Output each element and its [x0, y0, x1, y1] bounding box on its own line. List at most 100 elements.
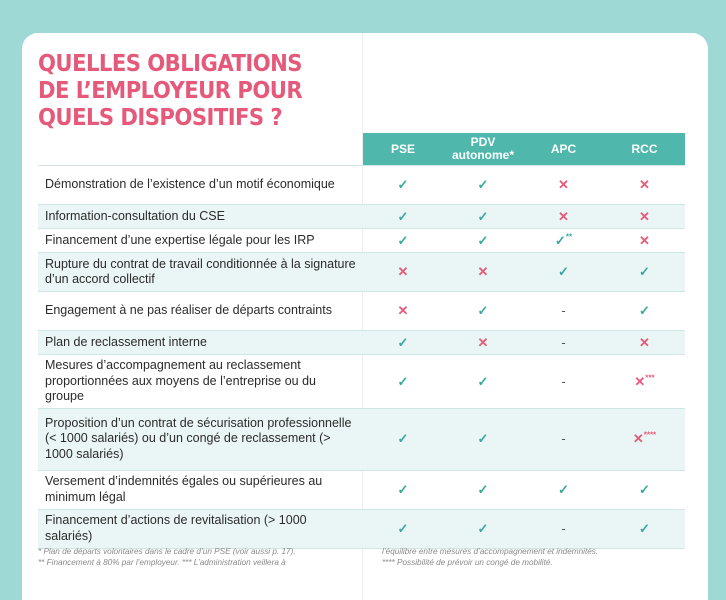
check-icon: ✓ [477, 177, 489, 193]
row-label: Versement d’indemnités égales ou supérie… [38, 470, 363, 510]
row-cell: ✓ [363, 228, 443, 253]
row-cell: ✓ [443, 408, 523, 471]
row-cell: ✕ [604, 330, 685, 355]
check-icon: ✓ [397, 481, 409, 497]
check-icon: ✓ [397, 208, 409, 224]
column-header-rcc: RCC [604, 133, 685, 165]
check-icon: ✓ [397, 177, 409, 193]
check-icon: ✓ [639, 264, 650, 280]
row-cell: ✓ [363, 354, 443, 409]
cross-icon: ✕ [477, 264, 489, 280]
check-icon: ✓ [397, 373, 409, 389]
table-row: Proposition d’un contrat de sécurisation… [38, 408, 685, 471]
table-row: Financement d’actions de revitalisation … [38, 509, 685, 549]
cross-icon: ✕ [639, 334, 650, 350]
column-header-pse: PSE [363, 133, 443, 165]
table-header: PSE PDV autonome* APC RCC [363, 133, 685, 165]
row-cell: - [523, 408, 604, 471]
row-cell: ✓ [443, 204, 523, 229]
cross-icon: ✕ [558, 177, 569, 193]
dash-icon: - [561, 303, 566, 319]
dash-icon: - [561, 520, 566, 536]
check-icon: ✓ [397, 520, 409, 536]
table-row: Mesures d’accompagnement au reclassement… [38, 354, 685, 409]
row-cell: ✕ [604, 228, 685, 253]
footnote-marker: *** [645, 373, 655, 383]
obligations-table: Démonstration de l’existence d’un motif … [38, 165, 685, 549]
row-cell: ✓ [363, 509, 443, 549]
row-cell: ✕ [363, 291, 443, 331]
row-cell: ✓ [443, 354, 523, 409]
row-cell: ✓ [363, 165, 443, 205]
dash-icon: - [561, 334, 566, 350]
cross-icon: ✕ [634, 373, 646, 389]
cross-icon: ✕ [397, 264, 409, 280]
cross-icon: ✕ [639, 208, 650, 224]
check-icon: ✓ [477, 232, 489, 248]
column-header-label: APC [550, 141, 577, 156]
footnote: ** Financement à 80% par l’employeur. **… [38, 558, 286, 567]
cross-icon: ✕ [477, 334, 489, 350]
footnotes-right: l’équilibre entre mesures d’accompagneme… [382, 546, 698, 568]
row-cell: ✓ [523, 470, 604, 510]
row-label: Financement d’une expertise légale pour … [38, 228, 363, 253]
footnote: * Plan de départs volontaires dans le ca… [38, 547, 296, 556]
column-header-label: PDV [470, 135, 496, 149]
table-row: Rupture du contrat de travail conditionn… [38, 252, 685, 292]
row-cell: ✕ [523, 165, 604, 205]
row-cell: ✓ [443, 291, 523, 331]
row-cell: ✓ [363, 330, 443, 355]
check-icon: ✓ [397, 232, 409, 248]
row-cell: - [523, 291, 604, 331]
row-cell: ✓ [443, 470, 523, 510]
check-icon: ✓ [477, 520, 489, 536]
footnote: **** Possibilité de prévoir un congé de … [382, 558, 553, 567]
cross-icon: ✕ [558, 208, 569, 224]
check-icon: ✓ [558, 481, 569, 497]
row-cell: ✓ [443, 228, 523, 253]
page-title: QUELLES OBLIGATIONS DE L’EMPLOYEUR POUR … [38, 51, 303, 132]
check-icon: ✓ [477, 208, 489, 224]
table-row: Engagement à ne pas réaliser de départs … [38, 291, 685, 331]
table-row: Financement d’une expertise légale pour … [38, 228, 685, 253]
check-icon: ✓ [639, 481, 650, 497]
row-label: Information-consultation du CSE [38, 204, 363, 229]
title-line: QUELS DISPOSITIFS ? [38, 105, 283, 131]
row-cell: ✓ [604, 252, 685, 292]
footnote-marker: ** [565, 232, 573, 242]
row-cell: ✕**** [604, 408, 685, 471]
row-label: Rupture du contrat de travail conditionn… [38, 252, 363, 292]
column-header-label: RCC [631, 141, 658, 156]
row-cell: ✕ [443, 330, 523, 355]
table-row: Plan de reclassement interne ✓ ✕ - ✕ [38, 330, 685, 355]
row-cell: - [523, 354, 604, 409]
check-icon: ✓ [477, 303, 489, 319]
check-icon: ✓ [397, 334, 409, 350]
row-cell: ✓ [443, 165, 523, 205]
check-icon: ✓ [477, 481, 489, 497]
table-row: Versement d’indemnités égales ou supérie… [38, 470, 685, 510]
row-cell: ✓ [604, 470, 685, 510]
row-label: Mesures d’accompagnement au reclassement… [38, 354, 363, 409]
row-cell: ✕*** [604, 354, 685, 409]
cross-icon: ✕ [397, 303, 409, 319]
row-cell: ✕ [604, 204, 685, 229]
row-cell: ✓** [523, 228, 604, 253]
row-cell: - [523, 509, 604, 549]
row-label: Démonstration de l’existence d’un motif … [38, 165, 363, 205]
brochure-page: QUELLES OBLIGATIONS DE L’EMPLOYEUR POUR … [22, 33, 708, 600]
column-header-apc: APC [523, 133, 604, 165]
footnote-marker: **** [643, 430, 657, 440]
row-cell: ✓ [604, 291, 685, 331]
dash-icon: - [561, 373, 566, 389]
footnotes-left: * Plan de départs volontaires dans le ca… [38, 546, 356, 568]
table-row: Information-consultation du CSE ✓ ✓ ✕ ✕ [38, 204, 685, 229]
column-header-label: PSE [390, 141, 415, 156]
row-cell: - [523, 330, 604, 355]
column-header-pdv: PDV autonome* [443, 133, 523, 165]
row-label: Plan de reclassement interne [38, 330, 363, 355]
check-icon: ✓ [477, 431, 489, 447]
check-icon: ✓ [639, 520, 650, 536]
cross-icon: ✕ [639, 232, 650, 248]
row-cell: ✕ [523, 204, 604, 229]
